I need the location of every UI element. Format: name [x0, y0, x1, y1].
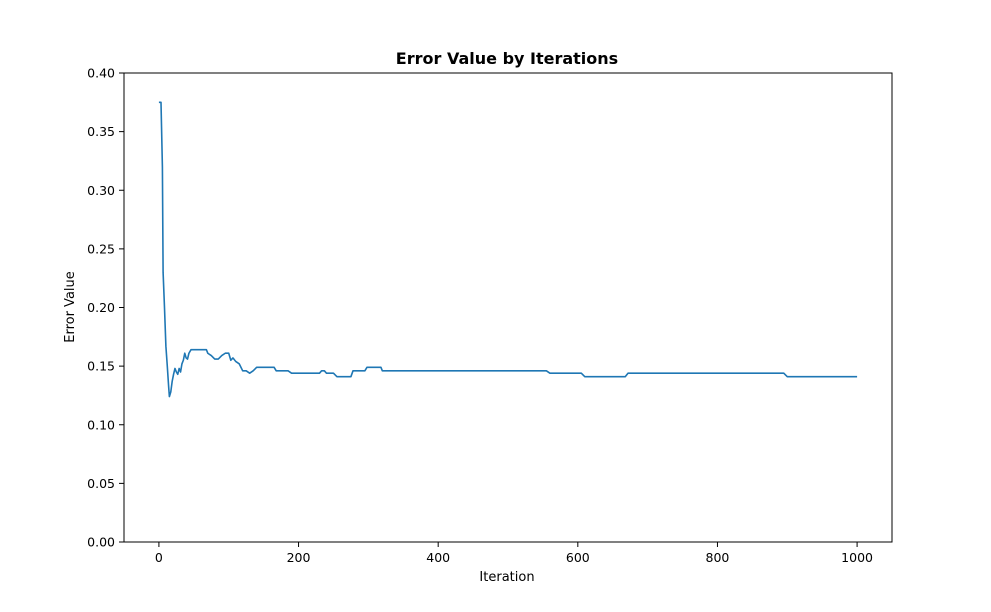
y-tick-label: 0.40: [87, 66, 115, 81]
y-tick-label: 0.30: [87, 183, 115, 198]
x-axis: 0 200 400 600 800 1000: [155, 542, 873, 565]
y-tick-label: 0.35: [87, 124, 115, 139]
plot-area: [158, 101, 858, 398]
series-line-0: [158, 101, 858, 398]
y-tick-label: 0.15: [87, 359, 115, 374]
chart-title: Error Value by Iterations: [396, 49, 618, 68]
x-tick-label: 600: [566, 550, 590, 565]
y-tick-label: 0.00: [87, 535, 115, 550]
x-tick-label: 200: [287, 550, 311, 565]
y-tick-label: 0.20: [87, 300, 115, 315]
y-tick-label: 0.10: [87, 417, 115, 432]
y-tick-label: 0.25: [87, 241, 115, 256]
x-tick-label: 400: [426, 550, 450, 565]
y-axis-label: Error Value: [63, 271, 78, 343]
x-tick-label: 1000: [841, 550, 873, 565]
x-tick-label: 0: [155, 550, 163, 565]
x-axis-label: Iteration: [479, 570, 534, 585]
y-tick-label: 0.05: [87, 476, 115, 491]
y-axis: 0.00 0.05 0.10 0.15 0.20 0.25 0.30 0.35 0.40: [87, 66, 124, 550]
x-tick-label: 800: [706, 550, 730, 565]
